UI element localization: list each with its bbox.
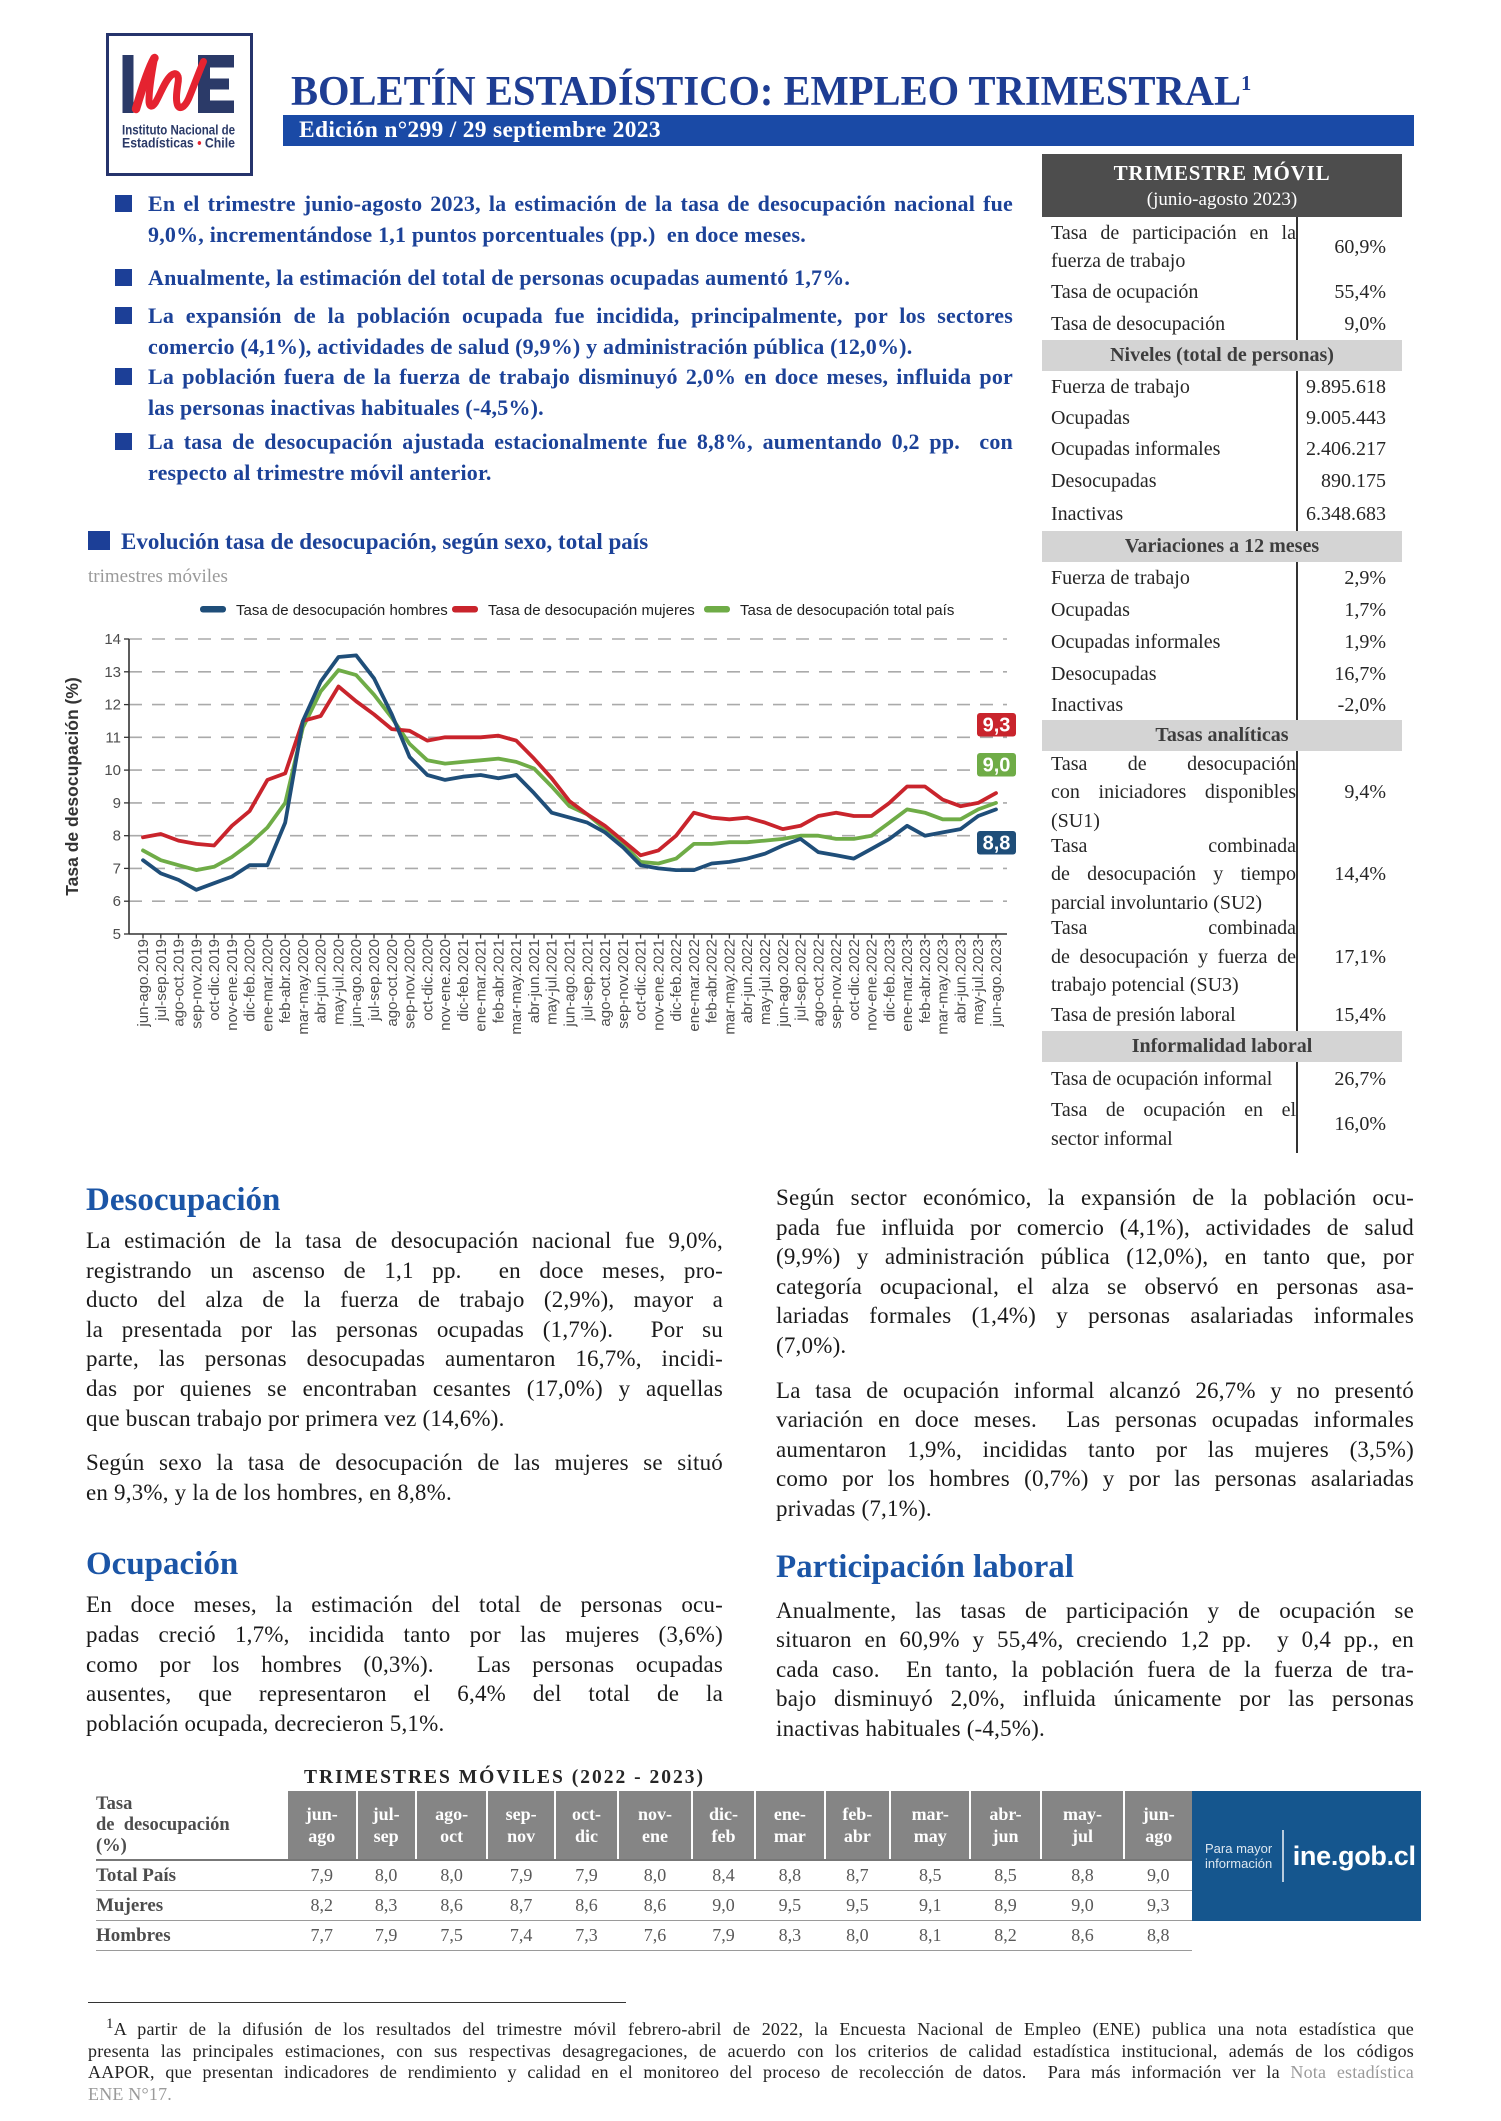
svg-text:nov-ene.2021: nov-ene.2021: [650, 939, 667, 1031]
svg-text:jul-sep.2022: jul-sep.2022: [793, 939, 810, 1022]
svg-text:ene-mar.2023: ene-mar.2023: [899, 939, 916, 1032]
svg-text:nov-ene.2022: nov-ene.2022: [864, 939, 881, 1031]
svg-text:feb-abr.2022: feb-abr.2022: [704, 939, 721, 1023]
svg-text:oct-dic.2021: oct-dic.2021: [633, 939, 650, 1021]
svg-text:sep-nov.2022: sep-nov.2022: [828, 939, 845, 1029]
svg-text:ago-oct.2022: ago-oct.2022: [810, 939, 827, 1027]
svg-text:dic-feb.2022: dic-feb.2022: [668, 939, 685, 1022]
svg-text:mar-may.2023: mar-may.2023: [935, 939, 952, 1035]
svg-text:9: 9: [113, 795, 121, 812]
svg-text:abr-jun.2021: abr-jun.2021: [526, 939, 543, 1023]
svg-text:6: 6: [113, 893, 121, 910]
svg-text:ago-oct.2020: ago-oct.2020: [384, 939, 401, 1027]
svg-text:may-jul.2021: may-jul.2021: [544, 939, 561, 1025]
svg-text:9,0: 9,0: [983, 755, 1011, 777]
svg-text:Estadísticas • Chile: Estadísticas • Chile: [122, 135, 235, 151]
svg-text:feb-abr.2023: feb-abr.2023: [917, 939, 934, 1023]
svg-text:Instituto Nacional de: Instituto Nacional de: [122, 122, 235, 138]
svg-text:jul-sep.2019: jul-sep.2019: [153, 939, 170, 1022]
svg-text:5: 5: [113, 926, 121, 943]
svg-text:sep-nov.2019: sep-nov.2019: [188, 939, 205, 1029]
svg-text:ene-mar.2021: ene-mar.2021: [473, 939, 490, 1032]
svg-text:mar-may.2022: mar-may.2022: [721, 939, 738, 1035]
svg-text:oct-dic.2022: oct-dic.2022: [846, 939, 863, 1021]
svg-text:may-jul.2020: may-jul.2020: [331, 939, 348, 1025]
svg-text:dic-feb.2021: dic-feb.2021: [455, 939, 472, 1022]
svg-text:jul-sep.2021: jul-sep.2021: [579, 939, 596, 1022]
svg-text:11: 11: [105, 729, 121, 746]
svg-text:8: 8: [113, 828, 121, 845]
svg-text:7: 7: [113, 860, 121, 877]
svg-text:12: 12: [104, 697, 121, 714]
svg-text:dic-feb.2023: dic-feb.2023: [881, 939, 898, 1022]
svg-text:ene-mar.2022: ene-mar.2022: [686, 939, 703, 1032]
svg-text:Tasa de desocupación total paí: Tasa de desocupación total país: [740, 602, 954, 619]
svg-text:9,3: 9,3: [983, 715, 1011, 737]
svg-text:8,8: 8,8: [983, 833, 1011, 855]
svg-text:Tasa de desocupación (%): Tasa de desocupación (%): [62, 677, 82, 895]
svg-text:10: 10: [104, 762, 121, 779]
svg-text:jun-ago.2023: jun-ago.2023: [988, 939, 1005, 1028]
svg-text:may-jul.2023: may-jul.2023: [970, 939, 987, 1025]
svg-text:mar-may.2020: mar-may.2020: [295, 939, 312, 1035]
svg-text:13: 13: [104, 664, 121, 681]
svg-text:sep-nov.2021: sep-nov.2021: [615, 939, 632, 1029]
svg-text:feb-abr.2021: feb-abr.2021: [490, 939, 507, 1023]
svg-text:jun-ago.2022: jun-ago.2022: [775, 939, 792, 1028]
svg-text:feb-abr.2020: feb-abr.2020: [277, 939, 294, 1023]
svg-text:14: 14: [104, 631, 121, 648]
svg-text:abr-jun.2022: abr-jun.2022: [739, 939, 756, 1023]
svg-text:ene-mar.2020: ene-mar.2020: [259, 939, 276, 1032]
svg-text:may-jul.2022: may-jul.2022: [757, 939, 774, 1025]
svg-text:nov-ene.2019: nov-ene.2019: [224, 939, 241, 1031]
svg-text:jun-ago.2019: jun-ago.2019: [135, 939, 152, 1028]
svg-text:jul-sep.2020: jul-sep.2020: [366, 939, 383, 1022]
svg-text:abr-jun.2020: abr-jun.2020: [313, 939, 330, 1023]
svg-text:oct-dic.2019: oct-dic.2019: [206, 939, 223, 1021]
svg-text:ago-oct.2021: ago-oct.2021: [597, 939, 614, 1027]
svg-text:Tasa de desocupación mujeres: Tasa de desocupación mujeres: [488, 602, 695, 619]
svg-text:sep-nov.2020: sep-nov.2020: [402, 939, 419, 1029]
svg-text:Tasa de desocupación hombres: Tasa de desocupación hombres: [236, 602, 448, 619]
svg-text:abr-jun.2023: abr-jun.2023: [953, 939, 970, 1023]
svg-text:jun-ago.2021: jun-ago.2021: [562, 939, 579, 1028]
svg-text:mar-may.2021: mar-may.2021: [508, 939, 525, 1035]
svg-text:dic-feb.2020: dic-feb.2020: [242, 939, 259, 1022]
svg-text:jun-ago.2020: jun-ago.2020: [348, 939, 365, 1028]
svg-text:ago-oct.2019: ago-oct.2019: [171, 939, 188, 1027]
svg-text:nov-ene.2020: nov-ene.2020: [437, 939, 454, 1031]
svg-text:oct-dic.2020: oct-dic.2020: [419, 939, 436, 1021]
